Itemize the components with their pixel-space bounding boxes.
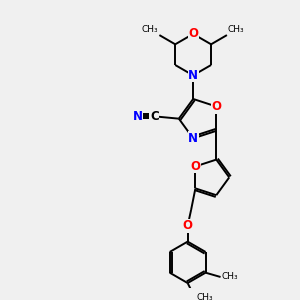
Text: CH₃: CH₃	[228, 25, 244, 34]
Text: CH₃: CH₃	[142, 25, 158, 34]
Text: C: C	[150, 110, 159, 123]
Text: O: O	[190, 160, 200, 173]
Text: O: O	[183, 219, 193, 232]
Text: N: N	[188, 132, 198, 145]
Text: CH₃: CH₃	[222, 272, 238, 281]
Text: N: N	[188, 69, 198, 82]
Text: O: O	[188, 27, 198, 40]
Text: N: N	[133, 110, 143, 123]
Text: O: O	[211, 100, 221, 113]
Text: CH₃: CH₃	[196, 293, 213, 300]
